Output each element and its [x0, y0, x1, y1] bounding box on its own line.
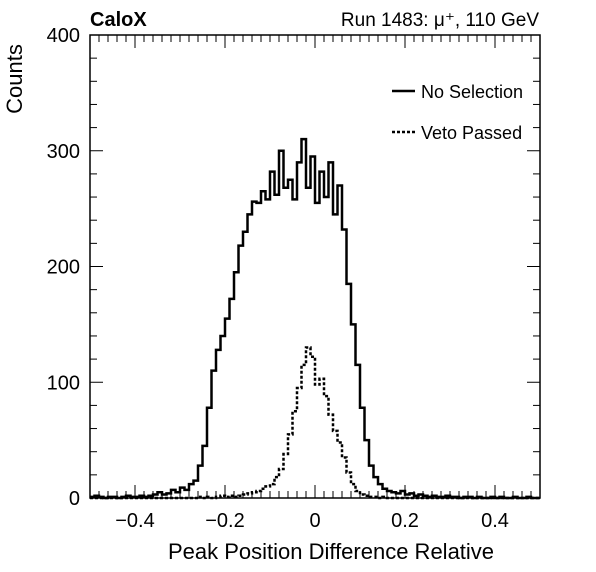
x-tick-label: −0.2 — [205, 510, 244, 532]
run-label: Run 1483: μ⁺, 110 GeV — [341, 10, 539, 31]
y-axis-label: Counts — [2, 44, 27, 114]
x-tick-label: 0.2 — [391, 510, 419, 532]
x-tick-label: 0.4 — [481, 510, 509, 532]
x-tick-label: 0 — [309, 510, 320, 532]
legend-label: No Selection — [421, 82, 523, 102]
experiment-label: CaloX — [90, 9, 147, 31]
y-tick-label: 0 — [69, 488, 80, 510]
legend-label: Veto Passed — [421, 123, 522, 143]
y-tick-label: 100 — [47, 372, 80, 394]
y-tick-label: 300 — [47, 141, 80, 163]
y-tick-label: 400 — [47, 25, 80, 47]
x-axis-label: Peak Position Difference Relative — [168, 539, 494, 564]
x-tick-label: −0.4 — [115, 510, 154, 532]
y-tick-label: 200 — [47, 257, 80, 279]
